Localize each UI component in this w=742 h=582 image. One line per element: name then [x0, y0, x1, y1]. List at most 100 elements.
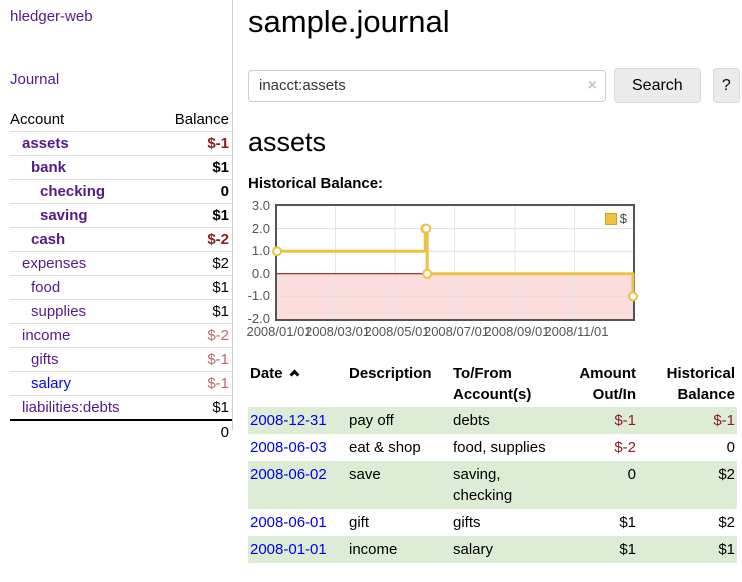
accounts-total-balance: 0: [220, 424, 229, 441]
transaction-date-link[interactable]: 2008-06-01: [250, 514, 327, 531]
y-axis: 3.0 2.0 1.0 0.0 -1.0 -2.0: [247, 199, 275, 326]
account-heading: assets: [248, 127, 327, 157]
register-row: 2008-06-02 save saving, checking 0 $2: [248, 461, 737, 509]
balance-column-header: Balance: [174, 111, 229, 128]
account-link-salary[interactable]: salary: [31, 375, 72, 392]
historical-balance-chart: 3.0 2.0 1.0 0.0 -1.0 -2.0 $ 2008/01/01 2008/03…: [246, 199, 740, 342]
account-row: supplies $1: [10, 299, 232, 324]
account-link-liabilities-debts[interactable]: liabilities:debts: [22, 399, 120, 416]
account-row: checking 0: [10, 179, 232, 204]
search-button[interactable]: Search: [614, 68, 701, 103]
register-table: Date Description To/From Account(s) Amou…: [248, 361, 737, 563]
account-balance: $-1: [207, 135, 229, 152]
transaction-balance: $-1: [713, 412, 735, 429]
legend-swatch-icon: [604, 212, 617, 225]
help-button[interactable]: ?: [712, 68, 740, 103]
transaction-description: gift: [349, 514, 370, 531]
transaction-accounts: food, supplies: [453, 439, 546, 456]
transaction-description: save: [349, 466, 381, 483]
account-link-expenses[interactable]: expenses: [22, 255, 87, 272]
y-axis-tick-label: 1.0: [251, 243, 270, 259]
transaction-description: pay off: [349, 412, 394, 429]
register-row: 2008-06-03 eat & shop food, supplies $-2…: [248, 434, 737, 461]
account-row: assets $-1: [10, 131, 232, 156]
account-row: bank $1: [10, 155, 232, 180]
register-row: 2008-01-01 income salary $1 $1: [248, 536, 737, 563]
transaction-date-link[interactable]: 2008-12-31: [250, 412, 327, 429]
register-header-row: Date Description To/From Account(s) Amou…: [248, 361, 737, 407]
main-content: sample.journal × Search ? assets Histori…: [246, 0, 740, 563]
account-row: salary $-1: [10, 371, 232, 396]
account-link-assets[interactable]: assets: [22, 135, 69, 152]
account-link-food[interactable]: food: [31, 279, 61, 296]
transaction-amount: $1: [619, 541, 636, 558]
account-balance: $1: [212, 303, 229, 320]
account-link-cash[interactable]: cash: [31, 231, 66, 248]
x-axis: 2008/01/01 2008/03/01 2008/05/01 2008/07/01…: [246, 324, 740, 342]
sidebar-divider: [232, 0, 233, 430]
transaction-balance: $1: [718, 541, 735, 558]
account-link-gifts[interactable]: gifts: [31, 351, 59, 368]
account-link-income[interactable]: income: [22, 327, 71, 344]
account-balance: $1: [212, 399, 229, 416]
account-balance: $-2: [207, 327, 229, 344]
account-balance: $1: [212, 279, 229, 296]
account-link-checking[interactable]: checking: [40, 183, 106, 200]
page-title: sample.journal: [248, 4, 450, 39]
transaction-date-link[interactable]: 2008-06-03: [250, 439, 327, 456]
transaction-amount: 0: [627, 466, 636, 483]
account-row: cash $-2: [10, 227, 232, 252]
account-balance: $1: [212, 207, 229, 224]
transaction-amount: $1: [619, 514, 636, 531]
x-axis-tick-label: 2008/11/01: [544, 324, 609, 339]
transaction-accounts: saving, checking: [453, 466, 513, 504]
transaction-date-link[interactable]: 2008-01-01: [250, 541, 327, 558]
account-balance: $-1: [207, 351, 229, 368]
y-axis-tick-label: 2.0: [251, 220, 270, 236]
accounts-table: Account Balance assets $-1 bank $1 check…: [10, 108, 232, 444]
sidebar-item-journal[interactable]: Journal: [10, 71, 60, 88]
balance-column-header: Historical Balance: [666, 365, 735, 403]
account-balance: $-1: [207, 375, 229, 392]
chart-title: Historical Balance:: [248, 175, 384, 192]
y-axis-tick-label: -1.0: [247, 288, 270, 304]
date-column-header: Date: [248, 361, 347, 407]
brand-link[interactable]: hledger-web: [10, 8, 93, 25]
account-balance: $2: [212, 255, 229, 272]
transaction-description: eat & shop: [349, 439, 421, 456]
chart-legend: $: [603, 211, 628, 226]
sidebar: hledger-web Journal Account Balance asse…: [0, 0, 232, 444]
account-balance: 0: [220, 183, 229, 200]
transaction-date-link[interactable]: 2008-06-02: [250, 466, 327, 483]
transaction-description: income: [349, 541, 398, 558]
account-row: food $1: [10, 275, 232, 300]
clear-search-icon[interactable]: ×: [587, 76, 597, 94]
amount-column-header: Amount Out/In: [579, 365, 636, 403]
account-row: gifts $-1: [10, 347, 232, 372]
account-balance: $1: [212, 159, 229, 176]
account-link-bank[interactable]: bank: [31, 159, 67, 176]
account-balance: $-2: [207, 231, 229, 248]
transaction-amount: $-2: [614, 439, 636, 456]
sort-ascending-icon: [289, 369, 299, 380]
search-bar: × Search ?: [248, 68, 740, 103]
x-axis-tick-label: 2008/05/01: [364, 324, 430, 339]
account-link-saving[interactable]: saving: [40, 207, 88, 224]
y-axis-tick-label: -2.0: [247, 311, 270, 326]
description-column-header: Description: [349, 365, 432, 382]
accounts-total-row: 0: [10, 420, 232, 444]
transaction-accounts: salary: [453, 541, 494, 558]
x-axis-tick-label: 2008/07/01: [423, 324, 490, 339]
y-axis-tick-label: 0.0: [251, 265, 270, 281]
search-input[interactable]: [248, 69, 606, 102]
transaction-amount: $-1: [614, 412, 636, 429]
chart-plot-area[interactable]: $: [272, 204, 638, 321]
accounts-column-header: Account: [10, 111, 65, 128]
register-row: 2008-06-01 gift gifts $1 $2: [248, 509, 737, 536]
account-link-supplies[interactable]: supplies: [31, 303, 87, 320]
x-axis-tick-label: 2008/01/01: [246, 324, 312, 339]
register-row: 2008-12-31 pay off debts $-1 $-1: [248, 407, 737, 434]
account-row: saving $1: [10, 203, 232, 228]
x-axis-tick-label: 2008/09/01: [484, 324, 550, 339]
transaction-accounts: debts: [453, 412, 490, 429]
